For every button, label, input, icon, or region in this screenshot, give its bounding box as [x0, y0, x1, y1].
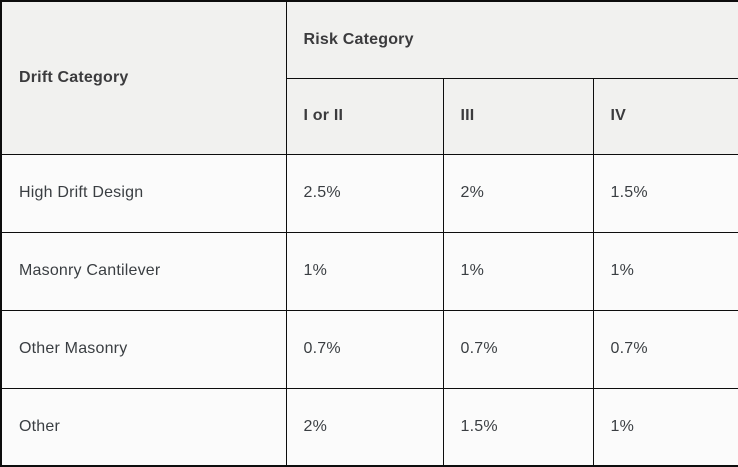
table-row-other: Other 2% 1.5% 1%	[0, 387, 738, 467]
cell-value: 0.7%	[285, 309, 444, 389]
row-label: Other	[0, 387, 287, 467]
header-row-group: Drift Category Risk Category	[0, 0, 738, 155]
table-row-high-drift-design: High Drift Design 2.5% 2% 1.5%	[0, 153, 738, 233]
cell-value: 1%	[285, 231, 444, 311]
cell-value: 2%	[285, 387, 444, 467]
cell-value: 1.5%	[592, 153, 738, 233]
cell-value: 0.7%	[442, 309, 594, 389]
cell-value: 1%	[592, 387, 738, 467]
row-label: Other Masonry	[0, 309, 287, 389]
row-label: High Drift Design	[0, 153, 287, 233]
corner-header-drift-category: Drift Category	[0, 0, 287, 155]
column-header-i-or-ii: I or II	[285, 77, 444, 155]
cell-value: 2%	[442, 153, 594, 233]
cell-value: 0.7%	[592, 309, 738, 389]
row-label: Masonry Cantilever	[0, 231, 287, 311]
table-row-other-masonry: Other Masonry 0.7% 0.7% 0.7%	[0, 309, 738, 389]
header-row-columns: I or II III IV	[1, 77, 738, 155]
group-header-risk-category: Risk Category	[285, 0, 738, 79]
column-header-iv: IV	[592, 77, 738, 155]
cell-value: 1%	[592, 231, 738, 311]
column-header-iii: III	[442, 77, 594, 155]
table-row-masonry-cantilever: Masonry Cantilever 1% 1% 1%	[0, 231, 738, 311]
cell-value: 1%	[442, 231, 594, 311]
cell-value: 1.5%	[442, 387, 594, 467]
cell-value: 2.5%	[285, 153, 444, 233]
